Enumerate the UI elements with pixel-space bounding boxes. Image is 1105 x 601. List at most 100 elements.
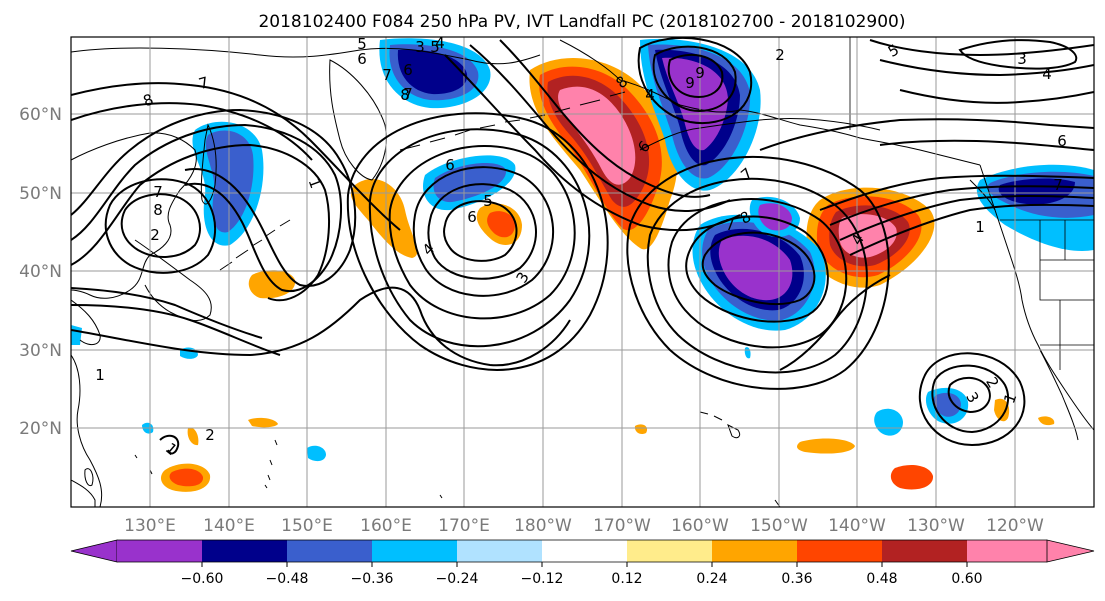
ivt-contour: [829, 185, 1094, 226]
colorbar-segment: [372, 540, 457, 562]
ivt-contour: [71, 304, 281, 356]
ivt-contour: [759, 118, 1094, 151]
pv-negative-region: [662, 57, 728, 151]
contour-label: 6: [357, 50, 367, 68]
ivt-contour: [159, 434, 180, 455]
gridlines: [71, 37, 1094, 507]
pv-positive-region: [187, 427, 199, 446]
ivt-contour: [71, 287, 263, 339]
contour-label: 7: [382, 66, 392, 84]
map-content: 8 7 6 5 4 3 2 1 7 8 7 1 4 6 5 3 5 6 7 8 …: [71, 37, 1094, 507]
contour-label: 7: [153, 183, 163, 201]
colorbar-tick-label: −0.48: [266, 571, 309, 587]
pv-negative-region: [758, 203, 792, 231]
coastline-baja: [1039, 349, 1079, 441]
ivt-contour: [947, 376, 991, 414]
ivt-contour: [626, 156, 890, 390]
colorbar-tick-label: −0.36: [351, 571, 394, 587]
contour-label: 4: [1042, 65, 1052, 83]
lon-label: 170°W: [593, 516, 651, 536]
colorbar-segment: [627, 540, 712, 562]
colorbar-extend-high: [1046, 539, 1095, 563]
lat-label: 30°N: [19, 341, 62, 361]
pv-positive-region: [890, 464, 934, 490]
lat-label: 40°N: [19, 262, 62, 282]
ivt-contour: [71, 102, 313, 161]
lon-label: 120°W: [986, 516, 1044, 536]
colorbar-tick-label: 0.60: [951, 571, 982, 587]
lat-label: 20°N: [19, 419, 62, 439]
colorbar-segment: [542, 540, 627, 562]
colorbar-segment: [202, 540, 287, 562]
contour-label: 5: [430, 38, 440, 56]
pv-positive-region: [634, 424, 648, 435]
contour-label: 2: [775, 46, 785, 64]
contour-label: 1: [95, 366, 105, 384]
ivt-contour: [120, 193, 201, 258]
pv-negative-region: [307, 445, 326, 462]
pv-positive-region: [994, 398, 1010, 422]
colorbar-extend-low: [70, 539, 118, 563]
ivt-contour: [667, 53, 724, 98]
coastline-islands: [134, 439, 781, 507]
ivt-contour: [918, 352, 1026, 447]
ivt-contour: [958, 39, 1078, 70]
colorbar-segment: [797, 540, 882, 562]
colorbar-tick-label: −0.12: [521, 571, 564, 587]
lon-label: 140°E: [203, 516, 255, 536]
colorbar-segment: [712, 540, 797, 562]
lon-label: 140°W: [828, 516, 886, 536]
contour-label: 3: [415, 38, 425, 56]
latitude-labels: 60°N 50°N 40°N 30°N 20°N: [19, 105, 62, 439]
pv-negative-region: [998, 178, 1075, 205]
longitude-labels: 130°E 140°E 150°E 160°E 170°E 180°W 170°…: [124, 516, 1044, 536]
coastline-china: [71, 354, 103, 507]
ivt-contour: [444, 54, 741, 232]
ivt-contour: [104, 178, 217, 274]
border-states: [1039, 220, 1094, 370]
ivt-contour: [388, 145, 576, 320]
figure-title: 2018102400 F084 250 hPa PV, IVT Landfall…: [258, 12, 905, 32]
map-frame: [70, 36, 1095, 508]
contour-label: 8: [153, 201, 163, 219]
colorbar-tick-label: 0.12: [611, 571, 642, 587]
contour-label: 7: [725, 216, 735, 234]
coastline-alaska-south: [639, 118, 881, 151]
colorbar-segment: [117, 540, 202, 562]
lon-label: 160°E: [360, 516, 412, 536]
ivt-contour: [71, 143, 331, 302]
colorbar-tick-label: 0.48: [866, 571, 897, 587]
pv-positive-region: [169, 468, 204, 487]
pv-negative-region: [205, 130, 254, 233]
coastline-siberia: [71, 47, 541, 65]
ivt-contour: [499, 39, 711, 198]
pv-negative-region: [933, 392, 961, 417]
ivt-contour: [368, 128, 591, 348]
colorbar-segment: [287, 540, 372, 562]
ivt-contour: [839, 194, 1094, 241]
lon-label: 170°E: [438, 516, 490, 536]
ivt-contour: [652, 45, 737, 112]
contour-label: 7: [1053, 176, 1063, 194]
ivt-contour: [849, 203, 1094, 256]
pv-positive-region: [248, 417, 278, 428]
ivt-contour: [879, 139, 1094, 151]
contour-label: 1: [975, 218, 985, 236]
ivt-contour: [869, 39, 1094, 57]
contour-label: 6: [403, 61, 413, 79]
ivt-contour: [819, 174, 1094, 211]
pv-positive-region: [1038, 416, 1055, 426]
lat-label: 60°N: [19, 105, 62, 125]
coastline-kamchatka: [329, 59, 387, 181]
contour-label: 6: [445, 156, 455, 174]
ivt-contour: [879, 59, 1094, 77]
contour-label: 3: [1017, 50, 1027, 68]
pv-positive-region: [797, 438, 855, 454]
colorbar-outline: [117, 539, 1047, 563]
lat-label: 50°N: [19, 184, 62, 204]
pv-positive-region: [558, 86, 636, 185]
colorbar-segment: [882, 540, 967, 562]
pv-negative-region: [71, 325, 82, 345]
ivt-contours: [71, 37, 1094, 455]
coastline-hawaii: [699, 411, 741, 439]
